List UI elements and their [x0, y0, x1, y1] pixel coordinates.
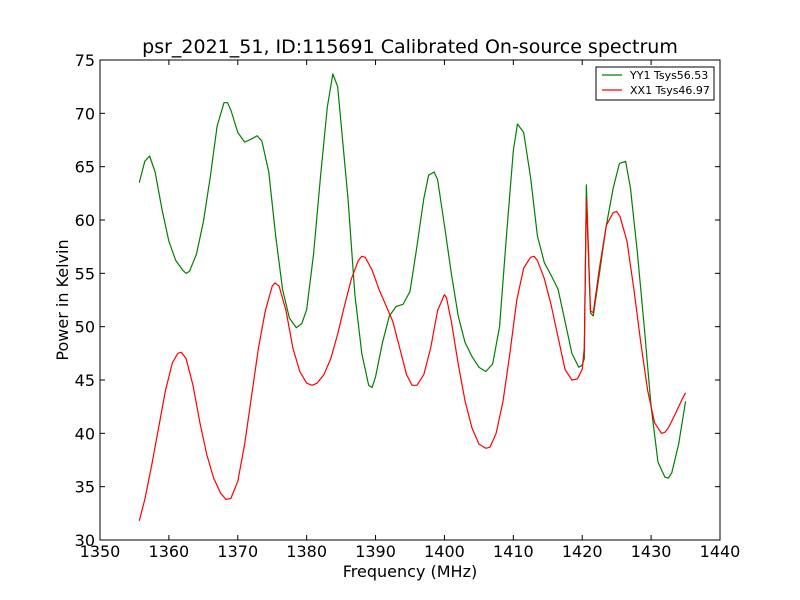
y-tick-label-60: 60 [75, 211, 95, 230]
y-tick-label-45: 45 [75, 371, 95, 390]
x-tick-label-1410: 1410 [493, 542, 534, 561]
x-tick-label-1380: 1380 [286, 542, 327, 561]
x-tick-label-1390: 1390 [355, 542, 396, 561]
x-tick-label-1370: 1370 [217, 542, 258, 561]
plot-area [138, 73, 687, 521]
x-tick-label-1420: 1420 [562, 542, 603, 561]
legend-box [595, 66, 715, 101]
chart-title: psr_2021_51, ID:115691 Calibrated On-sou… [142, 36, 678, 58]
x-axis: 1350 1360 1370 1380 1390 1400 1410 1420 1430 1440 [80, 60, 741, 561]
y-axis: 30 35 40 45 50 55 60 65 70 75 [75, 51, 720, 550]
x-tick-label-1400: 1400 [424, 542, 465, 561]
plot-frame [99, 59, 721, 541]
y-tick-label-55: 55 [75, 264, 95, 283]
x-tick-label-1350: 1350 [80, 542, 121, 561]
x-tick-label-1440: 1440 [700, 542, 741, 561]
y-tick-label-50: 50 [75, 318, 95, 337]
legend: YY1 Tsys56.53 XX1 Tsys46.97 [595, 66, 715, 101]
x-axis-label: Frequency (MHz) [343, 562, 477, 581]
x-tick-label-1430: 1430 [631, 542, 672, 561]
y-tick-label-65: 65 [75, 158, 95, 177]
y-tick-label-70: 70 [75, 104, 95, 123]
x-tick-label-1360: 1360 [149, 542, 190, 561]
series-line-2 [138, 198, 687, 521]
y-tick-label-35: 35 [75, 478, 95, 497]
series-line-1 [138, 73, 687, 479]
legend-label-1: YY1 Tsys56.53 [629, 69, 708, 82]
y-tick-label-40: 40 [75, 424, 95, 443]
y-tick-label-30: 30 [75, 531, 95, 550]
y-tick-label-75: 75 [75, 51, 95, 70]
legend-label-2: XX1 Tsys46.97 [630, 84, 710, 97]
y-axis-label: Power in Kelvin [53, 239, 72, 360]
